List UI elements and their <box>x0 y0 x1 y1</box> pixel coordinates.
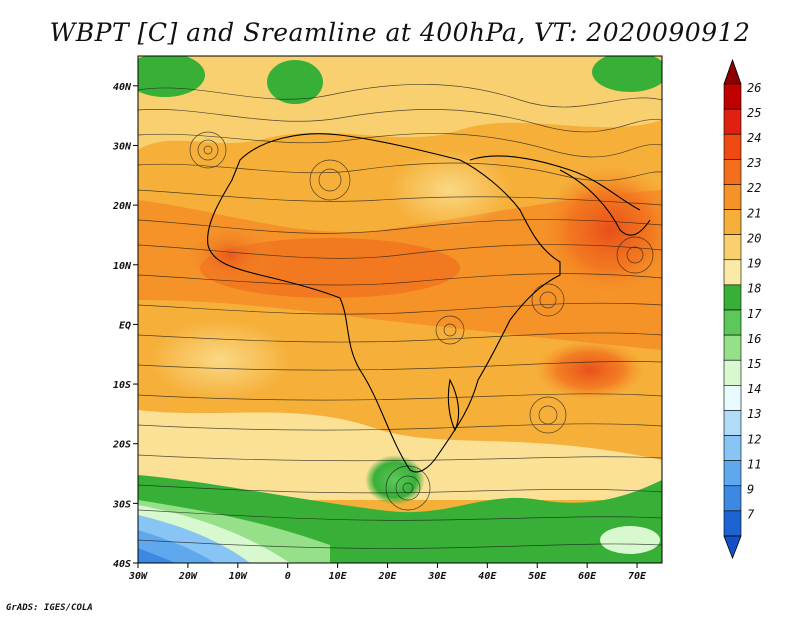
colorbar-label: 9 <box>747 483 754 497</box>
colorbar-label: 12 <box>747 432 761 446</box>
colorbar-swatch <box>723 259 742 286</box>
colorbar-swatch <box>723 133 742 160</box>
colorbar-swatch <box>723 485 742 512</box>
lat-tick-label: 40N <box>113 82 132 93</box>
colorbar-swatch <box>723 359 742 386</box>
colorbar-label: 7 <box>747 508 755 522</box>
streamlines <box>138 84 662 549</box>
lon-tick-label: 10E <box>329 571 348 582</box>
colorbar-swatch <box>723 334 742 361</box>
colorbar: 26 25 24 23 22 21 20 19 18 17 16 15 14 13 12 11 9 7 <box>723 58 762 560</box>
lat-tick-label: 10S <box>113 380 131 391</box>
lon-tick-label: 60E <box>578 571 597 582</box>
lon-tick-label: 50E <box>528 571 547 582</box>
colorbar-label: 11 <box>747 457 761 471</box>
lat-tick-label: 30S <box>112 499 131 510</box>
colorbar-swatch <box>723 209 742 235</box>
lon-tick-label: 30E <box>427 571 447 582</box>
latitude-axis: 40S 30S 20S 10S EQ 10N 20N 30N 40N <box>112 82 138 570</box>
colorbar-label: 25 <box>747 106 761 120</box>
footer-credit: GrADS: IGES/COLA <box>6 603 93 613</box>
colorbar-label: 19 <box>747 257 761 271</box>
colorbar-swatch <box>723 234 742 261</box>
lat-tick-label: EQ <box>119 320 131 331</box>
colorbar-swatch <box>723 510 742 537</box>
lat-tick-label: 30N <box>112 141 132 152</box>
lon-tick-label: 70E <box>628 571 647 582</box>
colorbar-label: 22 <box>747 181 761 195</box>
lat-tick-label: 10N <box>113 261 132 272</box>
colorbar-swatch <box>723 184 742 210</box>
colorbar-swatch <box>723 159 742 185</box>
map-title: WBPT [C] and Sreamline at 400hPa, VT: 20… <box>49 18 751 47</box>
colorbar-label: 13 <box>747 407 761 421</box>
longitude-axis: 30W 20W 10W 0 10E 20E 30E 40E 50E 60E 70E <box>128 563 647 582</box>
lat-tick-label: 40S <box>113 559 131 570</box>
lon-tick-label: 30W <box>128 571 148 582</box>
colorbar-label: 14 <box>747 382 761 396</box>
lon-tick-label: 20E <box>377 571 397 582</box>
lon-tick-label: 0 <box>285 571 291 582</box>
colorbar-label: 18 <box>747 282 761 296</box>
map-frame <box>137 55 663 564</box>
colorbar-swatch <box>723 460 742 487</box>
colorbar-swatch <box>723 410 742 436</box>
colorbar-label: 20 <box>747 231 761 245</box>
colorbar-label: 23 <box>747 156 761 170</box>
colorbar-label: 17 <box>747 307 762 321</box>
colorbar-swatch <box>723 385 742 411</box>
lat-tick-label: 20N <box>112 201 132 212</box>
lon-tick-label: 10W <box>229 571 248 582</box>
colorbar-swatch <box>723 83 742 110</box>
colorbar-max-arrow <box>723 58 742 85</box>
colorbar-label: 16 <box>747 332 761 346</box>
colorbar-swatch <box>723 284 742 311</box>
lon-tick-label: 40E <box>478 571 497 582</box>
coastlines <box>207 133 651 473</box>
colorbar-swatch <box>723 435 742 461</box>
colorbar-swatch <box>723 309 742 336</box>
colorbar-swatch <box>723 108 742 135</box>
colorbar-min-arrow <box>723 535 742 560</box>
colorbar-label: 24 <box>747 131 761 145</box>
wbpt-field <box>138 56 662 563</box>
colorbar-label: 26 <box>747 81 761 95</box>
lat-tick-label: 20S <box>112 440 131 451</box>
colorbar-label: 15 <box>747 357 761 371</box>
lon-tick-label: 20W <box>178 571 198 582</box>
colorbar-label: 21 <box>747 206 761 220</box>
